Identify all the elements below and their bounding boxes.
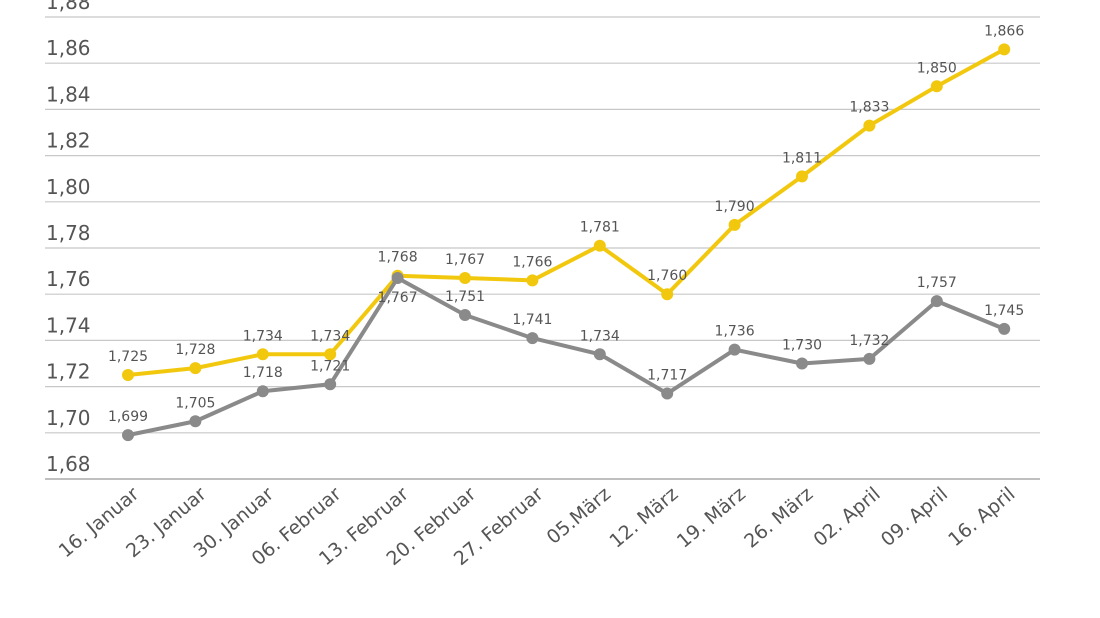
x-tick-label: 05.März (543, 483, 615, 549)
data-label: 1,760 (647, 268, 687, 284)
data-point (930, 295, 943, 308)
data-point (661, 288, 674, 301)
y-tick-label: 1,76 (46, 267, 91, 291)
y-tick-label: 1,86 (46, 36, 91, 60)
x-tick-label: 02. April (809, 483, 884, 551)
data-label: 1,705 (175, 395, 215, 411)
data-label: 1,790 (715, 199, 755, 215)
data-label: 1,734 (580, 328, 620, 344)
y-tick-label: 1,80 (46, 175, 91, 199)
data-point (998, 43, 1011, 56)
y-tick-label: 1,78 (46, 221, 91, 245)
data-label: 1,767 (445, 252, 485, 268)
y-tick-label: 1,68 (46, 452, 91, 476)
data-label: 1,721 (310, 358, 350, 374)
data-point (593, 348, 606, 361)
data-point (526, 332, 539, 345)
data-label: 1,736 (715, 324, 755, 340)
data-label: 1,833 (849, 100, 889, 116)
data-point (256, 385, 269, 398)
data-label: 1,767 (378, 290, 418, 306)
series-line (127, 47, 1006, 378)
data-point (189, 415, 202, 428)
data-point (324, 348, 337, 361)
y-tick-label: 1,84 (46, 82, 91, 106)
y-tick-label: 1,74 (46, 313, 91, 337)
data-label: 1,766 (512, 254, 552, 270)
data-point (391, 272, 404, 285)
data-label: 1,850 (917, 60, 957, 76)
data-point (256, 348, 269, 361)
data-label: 1,732 (849, 333, 889, 349)
x-tick-label: 12. März (605, 483, 682, 553)
data-label: 1,734 (310, 328, 350, 344)
data-label: 1,699 (108, 409, 148, 425)
data-point (661, 387, 674, 400)
data-point (796, 170, 808, 183)
data-label: 1,757 (917, 275, 957, 291)
data-point (998, 322, 1011, 335)
data-point (526, 274, 539, 287)
data-point (324, 378, 337, 391)
data-label: 1,781 (580, 220, 620, 236)
data-point (863, 352, 876, 365)
data-point (122, 429, 134, 442)
data-point (593, 239, 606, 252)
data-point (863, 119, 876, 132)
data-label: 1,768 (378, 250, 418, 266)
y-tick-label: 1,70 (46, 406, 91, 430)
data-point (728, 343, 741, 356)
data-label: 1,741 (512, 312, 552, 328)
data-point (459, 308, 471, 321)
data-label: 1,734 (243, 328, 283, 344)
data-point (189, 362, 202, 375)
data-label: 1,866 (984, 23, 1024, 39)
y-tick-label: 1,82 (46, 129, 91, 153)
data-label: 1,717 (647, 368, 687, 384)
data-point (728, 218, 741, 231)
data-point (930, 80, 943, 93)
data-label: 1,745 (984, 303, 1024, 319)
data-label: 1,728 (175, 342, 215, 358)
data-label: 1,751 (445, 289, 485, 305)
y-tick-label: 1,72 (46, 360, 91, 384)
y-tick-label: 1,88 (46, 0, 91, 14)
x-tick-label: 16. April (944, 483, 1019, 551)
series-line (127, 276, 1005, 438)
data-label: 1,725 (108, 349, 148, 365)
x-tick-label: 26. März (740, 483, 817, 553)
data-label: 1,718 (243, 365, 283, 381)
x-tick-label: 19. März (673, 483, 750, 553)
data-label: 1,730 (782, 338, 822, 354)
data-point (459, 272, 471, 285)
data-point (796, 357, 808, 370)
data-point (122, 369, 134, 382)
data-label: 1,811 (782, 150, 822, 166)
x-tick-label: 09. April (877, 483, 952, 551)
